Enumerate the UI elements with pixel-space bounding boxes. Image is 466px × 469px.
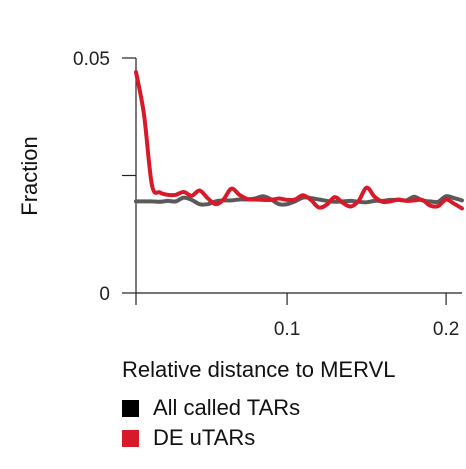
- axes: [135, 58, 462, 294]
- x-tick-label: 0.2: [433, 319, 459, 340]
- x-axis-title: Relative distance to MERVL: [122, 357, 396, 382]
- legend-swatch-red: [122, 429, 139, 447]
- series-layer: [134, 70, 464, 211]
- series-line-de-utars: [134, 70, 464, 211]
- legend-swatch-black: [122, 399, 139, 417]
- legend: All called TARs DE uTARs: [122, 393, 300, 453]
- y-tick-label: 0: [99, 284, 110, 305]
- y-axis-title: Fraction: [17, 136, 42, 215]
- legend-item-de-utars: DE uTARs: [122, 423, 300, 453]
- line-chart: 0 0.05 0.1 0.2 Fraction Relative distance t…: [17, 49, 464, 382]
- y-tick-label: 0.05: [73, 49, 110, 70]
- x-tick-label: 0.1: [274, 319, 300, 340]
- legend-label: All called TARs: [153, 395, 301, 420]
- legend-item-all-called-tars: All called TARs: [122, 393, 300, 423]
- legend-label: DE uTARs: [153, 425, 256, 450]
- ticks: 0 0.05 0.1 0.2: [73, 49, 459, 340]
